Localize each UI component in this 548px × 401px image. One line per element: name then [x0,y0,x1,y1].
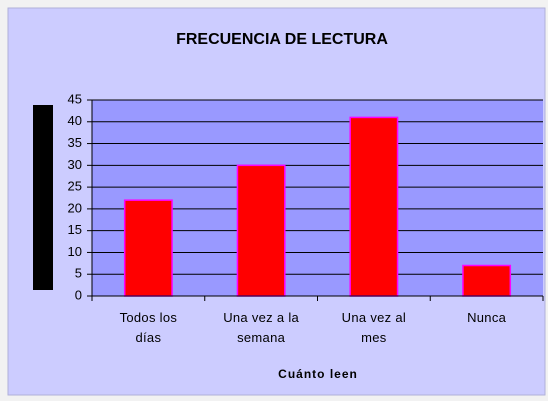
chart-title: FRECUENCIA DE LECTURA [176,31,388,48]
y-tick-label: 20 [68,200,82,215]
bar [349,116,399,297]
y-tick-label: 15 [68,222,82,237]
x-tick-label: Nunca [467,310,507,325]
axis-title-block [33,105,53,290]
y-tick-label: 10 [68,244,82,259]
bar [123,199,173,297]
y-tick-label: 35 [68,135,82,150]
y-tick-label: 5 [75,266,82,281]
y-tick-label: 40 [68,113,82,128]
bar [236,164,286,297]
y-tick-label: 45 [68,91,82,106]
x-axis-label: Cuánto leen [278,367,358,381]
y-tick-label: 30 [68,157,82,172]
x-tick-label: Todos los días [119,310,178,345]
y-tick-label: 0 [75,287,82,302]
x-tick-label: Una vez al mes [341,310,407,345]
x-tick-label: Una vez a la semana [223,310,300,345]
y-tick-label: 25 [68,179,82,194]
bar [462,264,512,297]
